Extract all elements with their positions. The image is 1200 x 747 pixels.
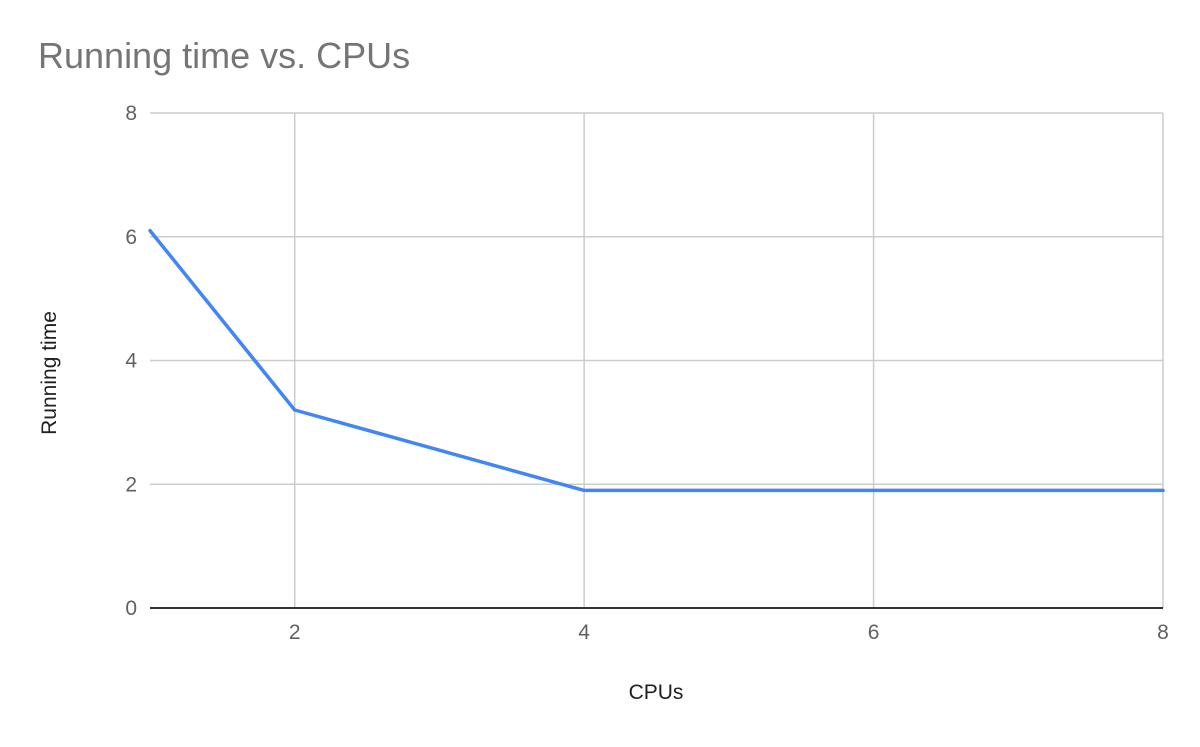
y-tick-label-6: 6 xyxy=(125,226,137,249)
x-tick-label-4: 4 xyxy=(578,621,590,644)
y-axis-tick-labels: 0 2 4 6 8 xyxy=(125,102,137,620)
x-tick-label-6: 6 xyxy=(868,621,880,644)
y-tick-label-8: 8 xyxy=(125,102,137,125)
series-line-0 xyxy=(148,228,1165,493)
x-tick-label-8: 8 xyxy=(1157,621,1169,644)
y-tick-label-2: 2 xyxy=(125,473,137,496)
x-axis-label: CPUs xyxy=(629,681,684,704)
y-tick-label-4: 4 xyxy=(125,350,137,373)
gridlines xyxy=(150,112,1164,608)
chart-title: Running time vs. CPUs xyxy=(38,35,410,76)
y-axis-label: Running time xyxy=(38,311,61,435)
y-tick-label-0: 0 xyxy=(125,597,137,620)
x-axis-tick-labels: 2 4 6 8 xyxy=(289,621,1169,644)
x-tick-label-2: 2 xyxy=(289,621,301,644)
series-layer xyxy=(148,228,1165,493)
